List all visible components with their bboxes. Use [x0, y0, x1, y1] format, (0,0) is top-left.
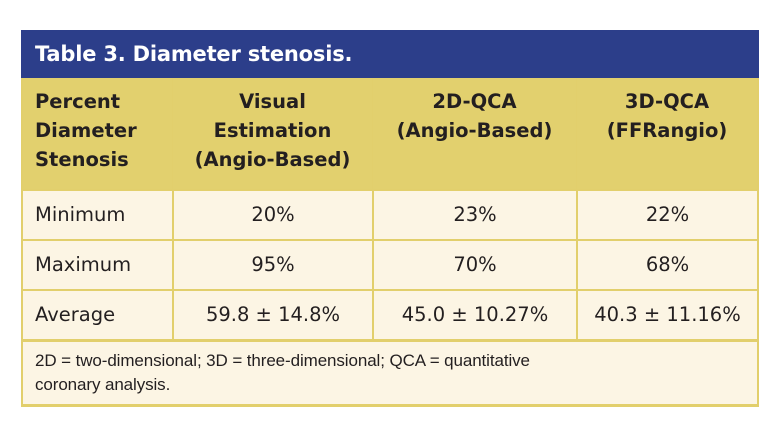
cell-3d-qca: 22%	[576, 191, 757, 239]
row-label: Average	[35, 303, 116, 326]
table-title: Table 3. Diameter stenosis.	[21, 30, 759, 78]
header-line: Percent	[35, 90, 121, 113]
header-line: Estimation	[213, 119, 332, 142]
cell-visual: 95%	[172, 241, 372, 289]
cell-visual: 20%	[172, 191, 372, 239]
footnote-line: coronary analysis.	[35, 375, 171, 394]
cell-3d-qca: 68%	[576, 241, 757, 289]
header-line: 2D-QCA	[432, 90, 517, 113]
header-row: Percent Diameter Stenosis Visual Estimat…	[23, 78, 757, 189]
header-3d-qca: 3D-QCA (FFRangio)	[576, 78, 757, 189]
table-row-average: Average 59.8 ± 14.8% 45.0 ± 10.27% 40.3 …	[23, 289, 757, 339]
header-line: Stenosis	[35, 148, 129, 171]
header-line: (FFRangio)	[606, 119, 728, 142]
table-grid: Percent Diameter Stenosis Visual Estimat…	[21, 78, 759, 407]
header-line: (Angio-Based)	[194, 148, 351, 171]
cell-3d-qca: 40.3 ± 11.16%	[576, 291, 757, 339]
diameter-stenosis-table: Table 3. Diameter stenosis. Percent Diam…	[21, 30, 759, 407]
header-2d-qca: 2D-QCA (Angio-Based)	[372, 78, 576, 189]
header-line: (Angio-Based)	[396, 119, 553, 142]
table-row-maximum: Maximum 95% 70% 68%	[23, 239, 757, 289]
header-line: Visual	[239, 90, 306, 113]
cell-visual: 59.8 ± 14.8%	[172, 291, 372, 339]
row-label: Maximum	[35, 253, 132, 276]
cell-2d-qca: 23%	[372, 191, 576, 239]
header-line: Diameter	[35, 119, 137, 142]
header-visual-estimation: Visual Estimation (Angio-Based)	[172, 78, 372, 189]
footnote-line: 2D = two-dimensional; 3D = three-dimensi…	[35, 351, 530, 370]
header-percent-diameter-stenosis: Percent Diameter Stenosis	[23, 78, 172, 189]
cell-2d-qca: 70%	[372, 241, 576, 289]
table-footnote: 2D = two-dimensional; 3D = three-dimensi…	[23, 339, 757, 407]
cell-2d-qca: 45.0 ± 10.27%	[372, 291, 576, 339]
row-label: Minimum	[35, 203, 126, 226]
header-line: 3D-QCA	[624, 90, 710, 113]
table-row-minimum: Minimum 20% 23% 22%	[23, 189, 757, 239]
